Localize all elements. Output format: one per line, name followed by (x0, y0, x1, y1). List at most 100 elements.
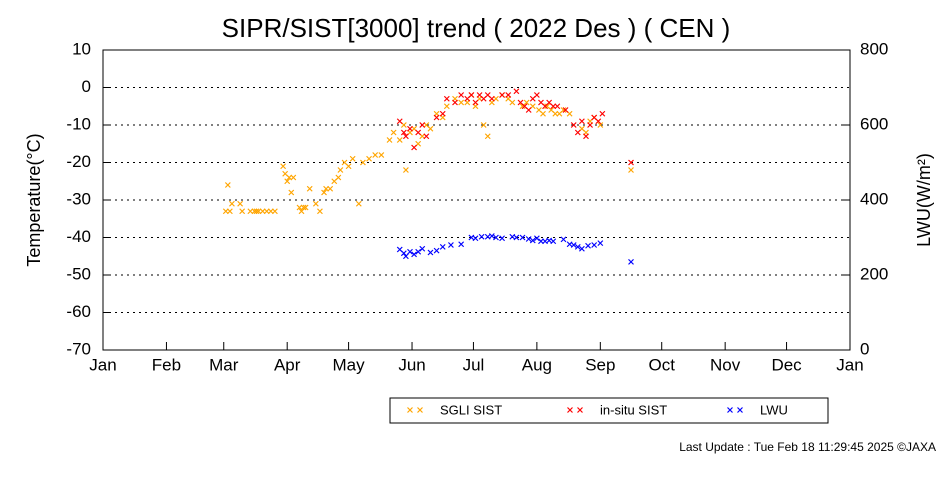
point (253, 208, 260, 215)
y-tick-label: -40 (66, 227, 91, 246)
point (484, 133, 491, 140)
point (599, 110, 606, 117)
point (427, 249, 434, 256)
point (407, 248, 413, 255)
point (345, 163, 352, 170)
point (560, 236, 567, 243)
point (317, 208, 323, 215)
point (366, 155, 372, 162)
point (458, 99, 465, 106)
legend-label: in-situ SIST (600, 402, 667, 417)
legend-label: LWU (760, 402, 788, 417)
point (359, 159, 366, 166)
y-tick-label: -50 (66, 264, 91, 283)
point (513, 234, 520, 241)
point (478, 233, 485, 240)
point (402, 167, 409, 173)
legend-symbol (407, 407, 413, 413)
point (419, 122, 426, 128)
chart-title: SIPR/SIST[3000] trend ( 2022 Des ) ( CEN… (222, 13, 731, 43)
x-tick-label: Feb (152, 355, 181, 374)
point (372, 152, 379, 158)
y2-tick-label: 400 (860, 189, 888, 208)
point (378, 152, 385, 158)
footnote: Last Update : Tue Feb 18 11:29:45 2025 ©… (679, 440, 936, 454)
point (513, 88, 520, 95)
point (427, 125, 434, 132)
point (499, 235, 506, 242)
point (525, 236, 532, 242)
point (327, 185, 334, 192)
y-tick-label: -20 (66, 152, 91, 171)
point (447, 242, 454, 248)
point (288, 189, 295, 196)
y2-tick-label: 0 (860, 339, 869, 358)
y2-tick-label: 200 (860, 264, 888, 283)
point (583, 133, 589, 140)
legend-symbol (577, 407, 583, 413)
point (335, 174, 342, 181)
point (540, 110, 546, 117)
point (468, 92, 475, 98)
point (493, 234, 499, 241)
point (280, 163, 287, 170)
point (349, 155, 356, 162)
point (402, 133, 409, 140)
point (574, 129, 581, 136)
point (300, 204, 307, 211)
point (400, 250, 407, 257)
point (458, 92, 465, 98)
point (628, 258, 634, 265)
y-tick-label: -60 (66, 302, 91, 321)
point (570, 122, 577, 128)
point (239, 208, 246, 215)
point (509, 99, 516, 106)
point (229, 200, 235, 207)
y-tick-label: 0 (82, 77, 91, 96)
point (284, 178, 291, 185)
x-tick-label: Mar (209, 355, 239, 374)
point (533, 235, 540, 242)
point (271, 208, 278, 215)
point (505, 92, 512, 98)
x-tick-label: May (333, 355, 366, 374)
x-tick-label: Dec (771, 355, 802, 374)
point (554, 103, 561, 110)
point (433, 114, 440, 121)
point (585, 242, 591, 249)
point (587, 122, 594, 128)
point (443, 103, 450, 110)
point (433, 247, 440, 254)
point (439, 110, 446, 117)
x-tick-label: Sep (585, 355, 615, 374)
x-tick-label: Apr (274, 355, 301, 374)
point (628, 167, 634, 173)
x-tick-label: Nov (710, 355, 741, 374)
point (562, 107, 569, 113)
point (529, 237, 536, 244)
point (499, 92, 506, 98)
point (519, 234, 526, 241)
point (452, 99, 458, 106)
y-tick-label: -30 (66, 189, 91, 208)
point (628, 159, 634, 166)
point (312, 200, 319, 207)
point (591, 242, 598, 248)
legend-symbol (417, 407, 423, 413)
point (386, 137, 393, 143)
point (402, 253, 409, 260)
point (597, 122, 604, 128)
point (411, 144, 418, 151)
y-tick-label: -70 (66, 339, 91, 358)
point (595, 118, 602, 125)
y2-axis-label: LWU(W/m²) (914, 153, 934, 247)
point (439, 243, 446, 250)
point (400, 129, 407, 136)
point (472, 99, 479, 106)
point (390, 129, 397, 136)
plot-frame (102, 49, 851, 351)
point (306, 185, 313, 192)
y-tick-label: -10 (66, 114, 91, 133)
point (237, 200, 244, 207)
